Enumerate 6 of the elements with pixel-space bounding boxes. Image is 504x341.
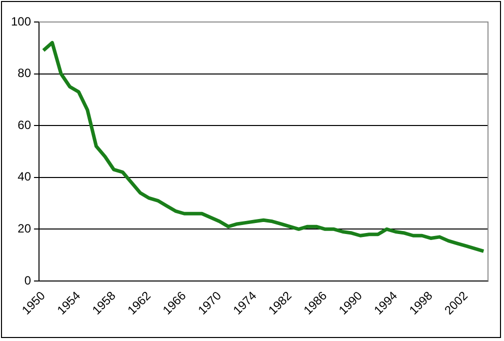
y-tick-label: 40 [18, 170, 32, 184]
y-tick-label: 100 [10, 14, 32, 28]
y-tick-label: 20 [18, 221, 32, 236]
y-tick-label: 60 [18, 118, 32, 132]
y-tick-label: 80 [18, 66, 32, 80]
y-tick-label: 0 [24, 273, 32, 288]
